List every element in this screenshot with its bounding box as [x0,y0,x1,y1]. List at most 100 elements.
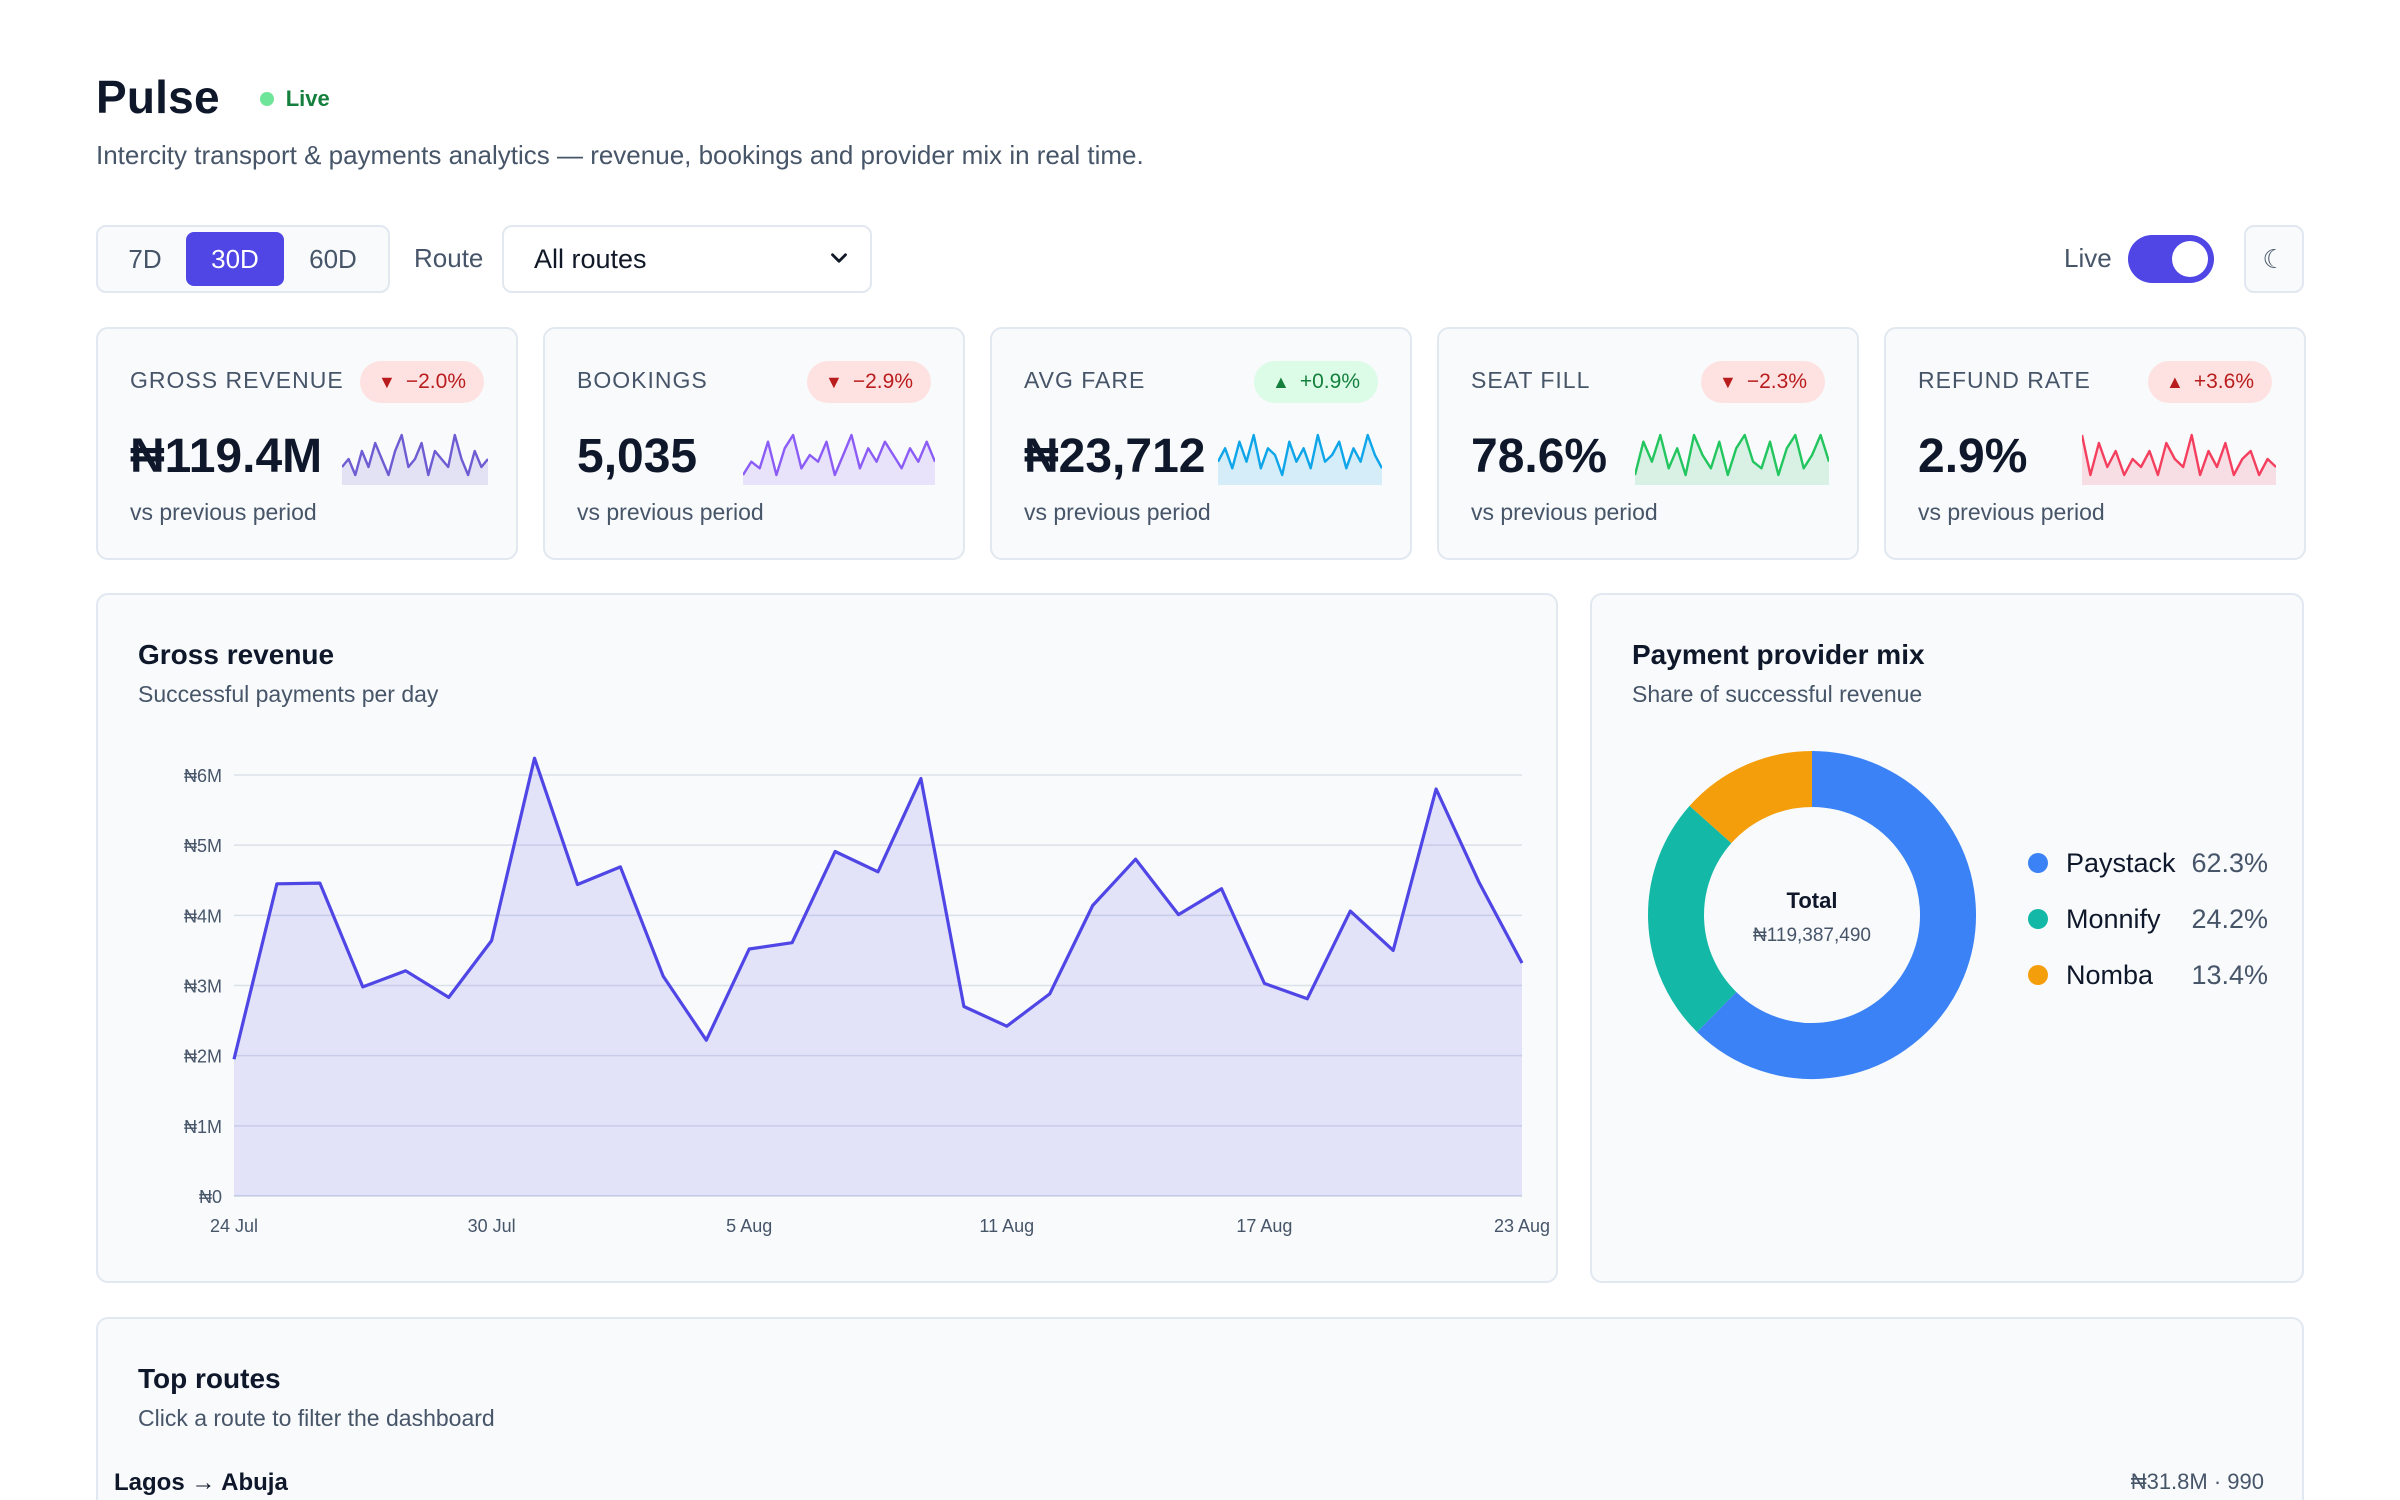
kpi-value: 5,035 [577,430,698,483]
legend-name: Monnify [2066,903,2161,934]
route-select[interactable]: All routes [502,225,872,293]
route-meta: ₦31.8M · 990 [2130,1469,2264,1494]
live-status-label: Live [285,86,330,111]
kpi-footnote: vs previous period [1471,499,1658,525]
kpi-footnote: vs previous period [130,499,317,525]
legend-item-monnify: Monnify 24.2% [2028,891,2268,947]
kpi-card-refund-rate: REFUND RATE ▲ +3.6% 2.9% vs previous peri… [1884,327,2306,560]
kpi-delta-badge: ▲ +0.9% [1254,361,1378,403]
kpi-footnote: vs previous period [577,499,764,525]
range-60d-button[interactable]: 60D [309,243,357,274]
panel-subtitle: Click a route to filter the dashboard [138,1405,495,1431]
x-tick-label: 17 Aug [1236,1216,1292,1236]
sparkline-area [2082,435,2276,485]
triangle-up-icon: ▲ [2166,371,2184,392]
kpi-value: 78.6% [1471,430,1608,483]
title-row: Pulse Live [96,70,330,124]
sparkline-area [1218,435,1382,485]
kpi-sparkline [1218,433,1382,485]
payment-provider-mix-panel: Payment provider mix Share of successful… [1590,593,2304,1283]
x-tick-label: 24 Jul [210,1216,258,1236]
legend-name: Nomba [2066,959,2154,990]
triangle-up-icon: ▲ [1272,371,1290,392]
kpi-card-gross-revenue: GROSS REVENUE ▼ −2.0% ₦119.4M vs previous… [96,327,518,560]
legend-item-paystack: Paystack 62.3% [2028,835,2268,891]
kpi-value: ₦23,712 [1024,430,1206,483]
legend-name: Paystack [2066,847,2176,878]
x-tick-label: 5 Aug [726,1216,772,1236]
kpi-card-seat-fill: SEAT FILL ▼ −2.3% 78.6% vs previous perio… [1437,327,1859,560]
kpi-label: REFUND RATE [1918,367,2091,393]
panel-subtitle: Share of successful revenue [1632,681,1923,707]
route-row[interactable]: Lagos → Abuja ₦31.8M · 990 [114,1469,2274,1500]
live-status-badge: Live [259,86,330,112]
panel-title: Gross revenue [138,639,335,670]
top-routes-panel: Top routes Click a route to filter the d… [96,1317,2304,1500]
y-tick-label: ₦3M [184,977,222,997]
legend-pct: 13.4% [2191,959,2268,990]
sparkline-line [1218,433,1382,477]
y-tick-label: ₦0 [199,1187,222,1207]
controls-bar: 7D 30D 60D Route All routes Live ☾ [96,225,2304,293]
provider-legend: Paystack 62.3% Monnify 24.2% Nomba 13.4% [2028,835,2268,1003]
legend-dot-icon [2028,909,2048,929]
kpi-sparkline [743,433,935,485]
live-toggle-label: Live [2064,243,2112,273]
y-tick-label: ₦5M [184,836,222,856]
sparkline-line [2082,433,2276,477]
route-select-value: All routes [534,243,647,274]
kpi-label: SEAT FILL [1471,367,1591,393]
panel-subtitle: Successful payments per day [138,681,439,707]
theme-toggle-button[interactable]: ☾ [2244,225,2304,293]
x-tick-label: 11 Aug [979,1216,1034,1236]
kpi-sparkline [2082,433,2276,485]
revenue-line [232,756,1524,1060]
panel-title: Top routes [138,1363,281,1394]
y-tick-label: ₦4M [184,906,222,926]
revenue-area [234,758,1522,1196]
route-label: Route [414,243,484,273]
legend-dot-icon [2028,965,2048,985]
kpi-card-bookings: BOOKINGS ▼ −2.9% 5,035 vs previous period [543,327,965,560]
panel-title: Payment provider mix [1632,639,1925,670]
kpi-delta-badge: ▼ −2.3% [1701,361,1825,403]
legend-pct: 62.3% [2191,847,2268,878]
x-tick-label: 30 Jul [468,1216,516,1236]
legend-item-nomba: Nomba 13.4% [2028,947,2268,1003]
sparkline-line [743,433,935,477]
y-tick-label: ₦6M [184,766,222,786]
kpi-delta: −2.3% [1746,370,1807,393]
donut-center-value: ₦119,387,490 [1753,925,1871,946]
chevron-down-icon [831,253,847,263]
y-tick-label: ₦1M [184,1117,222,1137]
legend-dot-icon [2028,853,2048,873]
range-30d-button[interactable]: 30D [186,232,284,286]
kpi-label: BOOKINGS [577,367,708,393]
toggle-knob [2172,241,2208,277]
donut-slice-paystack [1697,751,1976,1079]
kpi-value: 2.9% [1918,430,2028,483]
kpi-delta: +3.6% [2193,370,2254,393]
y-tick-label: ₦2M [184,1047,222,1067]
live-toggle[interactable] [2128,235,2214,283]
kpi-delta-badge: ▲ +3.6% [2148,361,2272,403]
range-7d-button[interactable]: 7D [128,243,162,274]
range-selector: 7D 30D 60D [96,225,390,293]
sparkline-area [1635,435,1829,485]
sparkline-area [743,435,935,485]
sparkline-line [342,433,488,477]
sparkline-line [1635,433,1829,477]
kpi-sparkline [342,433,488,485]
kpi-delta: −2.9% [852,370,913,393]
triangle-down-icon: ▼ [1719,371,1737,392]
kpi-label: AVG FARE [1024,367,1146,393]
kpi-sparkline [1635,433,1829,485]
kpi-delta-badge: ▼ −2.0% [360,361,484,403]
kpi-footnote: vs previous period [1918,499,2105,525]
kpi-delta-badge: ▼ −2.9% [807,361,931,403]
page-subtitle: Intercity transport & payments analytics… [96,140,1144,170]
donut-center-label: Total [1787,888,1838,913]
triangle-down-icon: ▼ [378,371,396,392]
kpi-delta: +0.9% [1299,370,1360,393]
kpi-delta: −2.0% [405,370,466,393]
